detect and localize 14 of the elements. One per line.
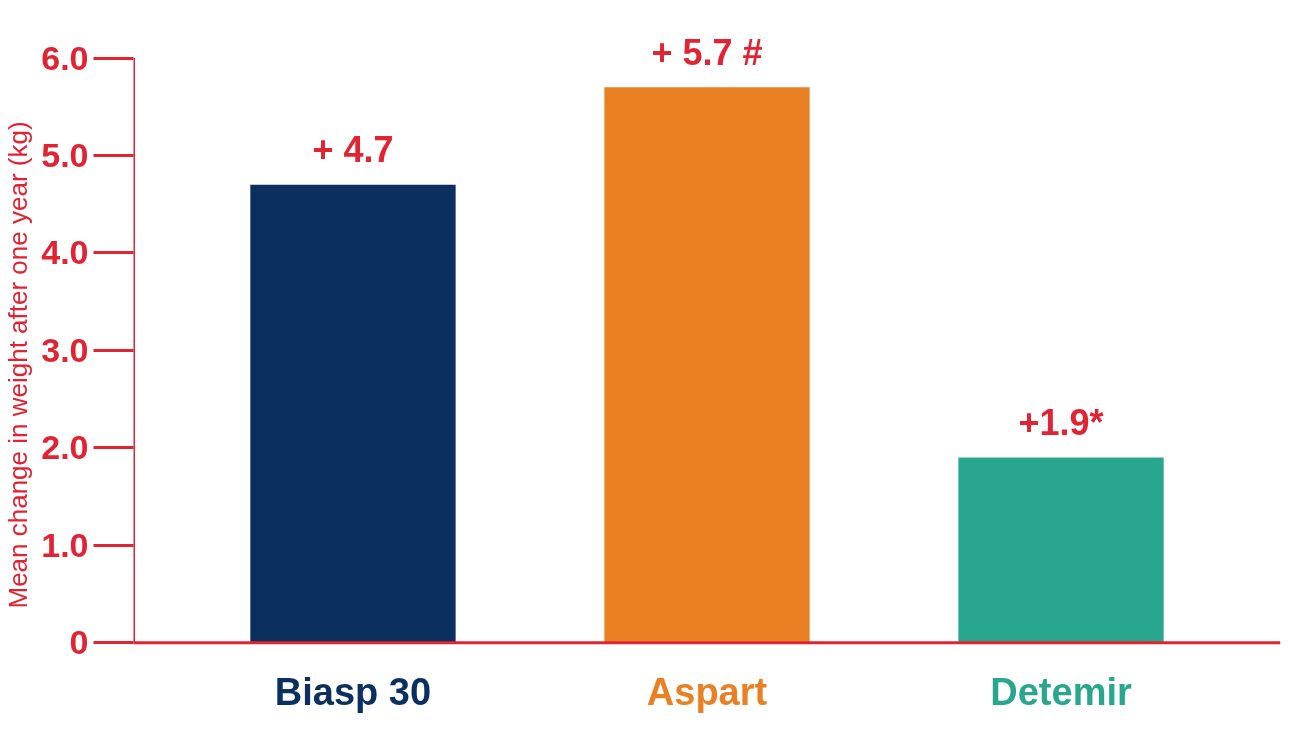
x-tick-label: Aspart	[646, 670, 768, 713]
y-tick-label: 5.0	[41, 136, 89, 175]
y-axis-title: Mean change in weight after one year (kg)	[3, 121, 34, 609]
data-label: + 4.7	[312, 129, 394, 171]
x-tick-label: Biasp 30	[274, 670, 432, 713]
y-tick-label: 4.0	[41, 233, 89, 272]
y-tick-label: 3.0	[41, 330, 89, 369]
y-tick-label: 0	[69, 623, 89, 662]
data-label: +1.9*	[1018, 401, 1104, 443]
y-tick-label: 1.0	[41, 525, 89, 564]
data-label: + 5.7 #	[651, 31, 763, 73]
y-tick-label: 2.0	[41, 428, 89, 467]
x-tick-label: Detemir	[990, 670, 1132, 713]
y-tick-label: 6.0	[41, 38, 89, 77]
